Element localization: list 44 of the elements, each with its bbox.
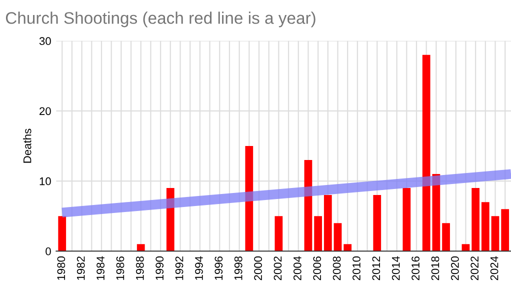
bar bbox=[472, 188, 480, 252]
bar bbox=[501, 209, 510, 252]
x-tick-label: 2018 bbox=[431, 256, 440, 280]
bar bbox=[274, 216, 283, 252]
chart-title: Church Shootings (each red line is a year) bbox=[6, 12, 316, 28]
x-tick-label: 1990 bbox=[156, 256, 164, 280]
x-tick-label: 2016 bbox=[412, 256, 420, 280]
bar bbox=[245, 146, 254, 252]
bar bbox=[136, 244, 145, 252]
x-tick-label: 1980 bbox=[57, 256, 66, 280]
x-tick-label: 1998 bbox=[234, 256, 242, 280]
x-tick-label: 1988 bbox=[136, 256, 144, 280]
bar bbox=[334, 223, 342, 252]
x-tick-label: 2006 bbox=[313, 256, 322, 280]
x-tick-label: 1992 bbox=[175, 256, 184, 280]
y-tick-label: 0 bbox=[46, 247, 51, 256]
y-tick-label: 10 bbox=[40, 177, 51, 186]
bar bbox=[314, 216, 322, 252]
y-axis-title: Deaths bbox=[23, 128, 32, 163]
bar bbox=[491, 216, 500, 252]
x-tick-label: 2024 bbox=[490, 256, 498, 280]
bar bbox=[373, 195, 382, 252]
x-tick-label: 2002 bbox=[274, 256, 282, 280]
y-tick-label: 30 bbox=[39, 37, 51, 46]
bar bbox=[58, 216, 66, 252]
x-tick-label: 2020 bbox=[450, 256, 459, 280]
x-tick-label: 2000 bbox=[254, 256, 262, 280]
x-tick-label: 2004 bbox=[293, 256, 302, 280]
bar bbox=[481, 202, 490, 252]
x-tick-label: 2014 bbox=[392, 256, 400, 280]
x-tick-label: 1986 bbox=[116, 256, 124, 280]
x-tick-label: 2010 bbox=[352, 256, 360, 280]
bar bbox=[344, 244, 352, 252]
x-tick-label: 2008 bbox=[332, 256, 341, 280]
x-tick-label: 1996 bbox=[214, 256, 223, 280]
x-tick-label: 2012 bbox=[372, 256, 380, 280]
x-tick-label: 1994 bbox=[195, 256, 203, 280]
x-tick-label: 2022 bbox=[470, 256, 479, 280]
bar bbox=[324, 195, 332, 252]
bar bbox=[402, 188, 411, 252]
bar bbox=[442, 223, 450, 252]
x-tick-label: 1984 bbox=[96, 256, 104, 280]
x-tick-label: 1982 bbox=[76, 256, 85, 280]
y-tick-label: 20 bbox=[40, 107, 51, 116]
